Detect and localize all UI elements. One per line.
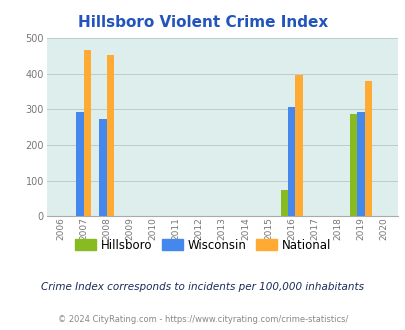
Text: © 2024 CityRating.com - https://www.cityrating.com/crime-statistics/: © 2024 CityRating.com - https://www.city… (58, 315, 347, 324)
Text: Crime Index corresponds to incidents per 100,000 inhabitants: Crime Index corresponds to incidents per… (41, 282, 364, 292)
Bar (107, 55, 114, 216)
Bar (280, 190, 287, 216)
Bar (83, 50, 91, 216)
Bar (287, 108, 294, 216)
Text: Hillsboro Violent Crime Index: Hillsboro Violent Crime Index (78, 15, 327, 30)
Bar (349, 114, 356, 216)
Bar (99, 119, 107, 216)
Bar (364, 82, 371, 216)
Legend: Hillsboro, Wisconsin, National: Hillsboro, Wisconsin, National (70, 234, 335, 256)
Bar (356, 112, 364, 216)
Bar (76, 112, 83, 216)
Bar (294, 75, 302, 216)
